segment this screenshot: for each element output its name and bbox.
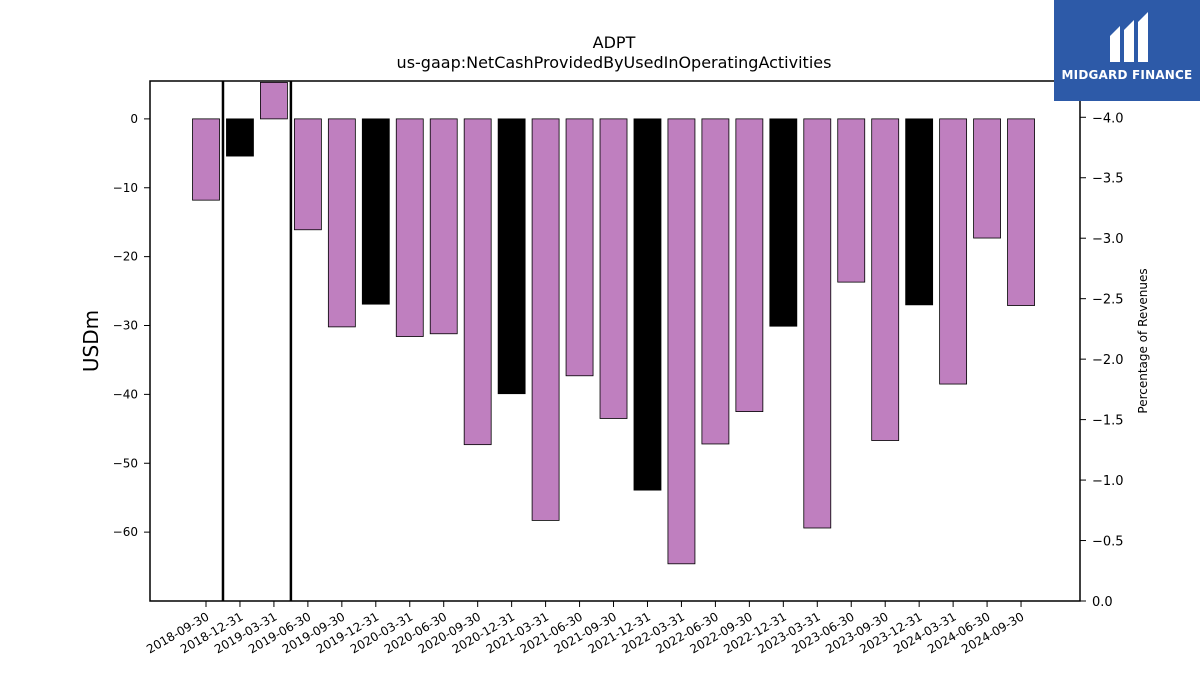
bar-2023-12-31 (905, 118, 934, 306)
bar-2019-03-31 (260, 81, 288, 120)
y2-tick-label: −2.0 (1092, 353, 1124, 368)
bar-2020-09-30 (463, 118, 492, 446)
bar-2022-12-31 (769, 118, 798, 327)
plot-frame (149, 80, 1081, 602)
bar-2023-09-30 (871, 118, 900, 441)
y-tick-label: −60 (113, 525, 138, 539)
bar-2018-12-31 (226, 118, 254, 157)
bar-2020-03-31 (395, 118, 424, 337)
y2-tick-label: −1.5 (1092, 414, 1124, 429)
bar-2020-12-31 (497, 118, 526, 395)
y-tick-label: −20 (113, 250, 138, 264)
bar-2018-09-30 (192, 118, 220, 201)
midgard-m-logo-icon (1110, 12, 1148, 62)
bar-2024-06-30 (973, 118, 1001, 239)
vertical-marker-lines (221, 81, 293, 601)
chart-subtitle: us-gaap:NetCashProvidedByUsedInOperating… (397, 53, 832, 72)
y2-tick-label: −3.0 (1092, 232, 1124, 247)
y2-tick-label: −1.0 (1092, 474, 1124, 489)
bar-2019-12-31 (361, 118, 390, 305)
y-tick-label: −10 (113, 181, 138, 195)
x-axis: 2018-09-302018-12-312019-03-312019-06-30… (144, 601, 1027, 656)
y2-tick-label: −3.5 (1092, 172, 1124, 187)
y-axis-left: 0 −10 −20 −30 −40 −50 −60 (113, 112, 150, 539)
bar-2023-06-30 (837, 118, 866, 283)
bar-2024-03-31 (939, 118, 968, 385)
y2-axis-label: Percentage of Revenues (1136, 268, 1150, 413)
y2-tick-label: 0.0 (1092, 595, 1113, 610)
bar-2022-06-30 (701, 118, 730, 445)
bar-2022-03-31 (667, 118, 696, 565)
y-tick-label: −40 (113, 387, 138, 401)
y2-tick-label: −2.5 (1092, 293, 1124, 308)
y2-tick-label: −4.0 (1092, 111, 1124, 126)
bar-2019-09-30 (327, 118, 356, 328)
y-tick-label: 0 (130, 112, 138, 126)
y2-tick-label: −0.5 (1092, 535, 1124, 550)
bar-2022-09-30 (735, 118, 764, 412)
bar-2021-03-31 (531, 118, 560, 521)
bar-series (192, 81, 1035, 565)
bar-2021-09-30 (599, 118, 628, 419)
y-tick-label: −30 (113, 319, 138, 333)
bar-2019-06-30 (293, 118, 322, 231)
chart-title: ADPT (593, 33, 636, 52)
y-axis-right: 0.0 −0.5 −1.0 −1.5 −2.0 −2.5 −3.0 −3.5 −4.0 (1080, 111, 1124, 610)
bar-2021-12-31 (633, 118, 662, 491)
brand-logo: MIDGARD FINANCE (1054, 0, 1200, 101)
bar-2023-03-31 (803, 118, 832, 529)
brand-name: MIDGARD FINANCE (1061, 68, 1193, 82)
bar-2021-06-30 (565, 118, 594, 377)
y-tick-label: −50 (113, 456, 138, 470)
bar-2020-06-30 (429, 118, 458, 335)
bar-2024-09-30 (1007, 118, 1035, 306)
y-axis-label: USDm (79, 310, 103, 372)
